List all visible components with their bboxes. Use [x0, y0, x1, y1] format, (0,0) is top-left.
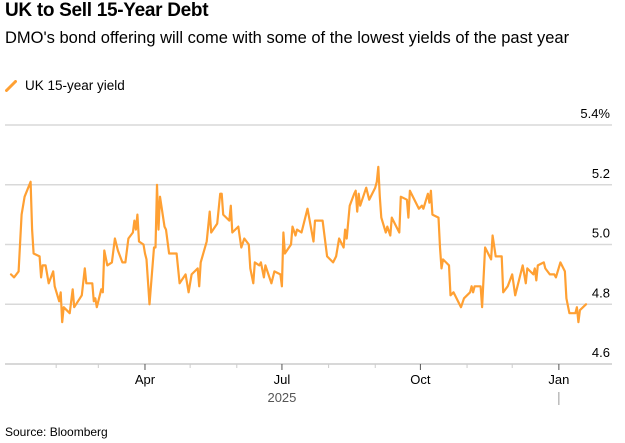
chart-title: UK to Sell 15-Year Debt: [5, 0, 209, 21]
x-year-label: 2025: [267, 390, 296, 405]
x-tick-label: Jul: [274, 372, 291, 387]
x-tick-label: Jan: [548, 372, 569, 387]
series-layer: [9, 165, 588, 324]
source-note: Source: Bloomberg: [5, 425, 108, 439]
y-tick-label: 4.6: [592, 345, 610, 360]
line-chart: 5.4% 5.2 5.0 4.8 4.6 Apr Jul Oct Jan 2025: [5, 106, 612, 405]
x-axis: Apr Jul Oct Jan 2025: [55, 364, 569, 405]
chart-subtitle: DMO's bond offering will come with some …: [5, 29, 570, 47]
legend-label: UK 15-year yield: [25, 78, 125, 93]
y-tick-label: 5.2: [592, 166, 610, 181]
y-tick-label: 5.0: [592, 226, 610, 241]
x-tick-label: Oct: [410, 372, 431, 387]
x-tick-label: Apr: [135, 372, 156, 387]
y-tick-label: 5.4%: [580, 106, 610, 121]
orange-line-icon: [5, 79, 17, 92]
y-axis-labels: 5.4% 5.2 5.0 4.8 4.6: [580, 106, 610, 360]
legend: UK 15-year yield: [5, 78, 125, 93]
gridlines: [5, 124, 612, 365]
y-tick-label: 4.8: [592, 285, 610, 300]
